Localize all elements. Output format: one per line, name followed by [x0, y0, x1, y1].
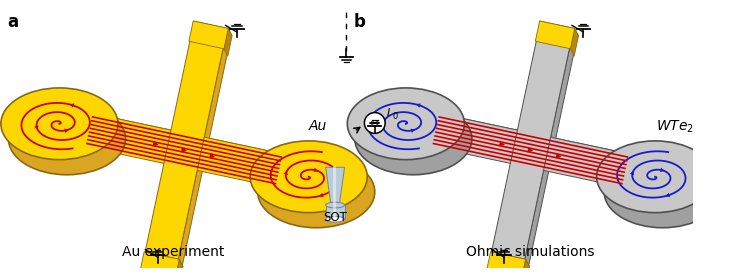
Polygon shape	[490, 252, 529, 267]
Polygon shape	[570, 28, 578, 56]
Ellipse shape	[347, 88, 465, 160]
Polygon shape	[189, 21, 228, 49]
Polygon shape	[175, 259, 183, 276]
Text: WTe$_2$: WTe$_2$	[655, 118, 694, 135]
Polygon shape	[535, 21, 575, 49]
Ellipse shape	[9, 103, 126, 175]
Polygon shape	[144, 36, 224, 265]
Ellipse shape	[326, 216, 344, 222]
Ellipse shape	[326, 202, 344, 208]
Text: I: I	[387, 108, 390, 118]
Ellipse shape	[597, 141, 713, 213]
Polygon shape	[486, 252, 526, 276]
Ellipse shape	[604, 156, 722, 228]
Text: 0: 0	[393, 112, 398, 121]
Polygon shape	[140, 252, 179, 276]
Polygon shape	[193, 21, 232, 36]
Ellipse shape	[355, 103, 472, 175]
Polygon shape	[490, 36, 570, 265]
Text: Au experiment: Au experiment	[122, 245, 224, 259]
Polygon shape	[523, 43, 575, 272]
Polygon shape	[77, 110, 302, 165]
Polygon shape	[521, 259, 529, 276]
Polygon shape	[144, 252, 183, 267]
Text: Ohmic simulations: Ohmic simulations	[466, 245, 595, 259]
Ellipse shape	[250, 141, 367, 213]
Polygon shape	[416, 110, 644, 190]
Circle shape	[711, 113, 732, 133]
Polygon shape	[326, 205, 344, 219]
Text: a: a	[7, 14, 18, 31]
Text: Au: Au	[309, 119, 327, 133]
Ellipse shape	[1, 88, 118, 160]
Ellipse shape	[258, 156, 375, 228]
Polygon shape	[539, 21, 578, 36]
Polygon shape	[326, 167, 344, 208]
Text: SOT: SOT	[323, 211, 347, 224]
Circle shape	[364, 113, 385, 133]
Polygon shape	[424, 110, 649, 165]
Polygon shape	[224, 28, 232, 56]
Polygon shape	[177, 43, 228, 272]
Text: b: b	[354, 14, 366, 31]
Polygon shape	[70, 110, 299, 190]
